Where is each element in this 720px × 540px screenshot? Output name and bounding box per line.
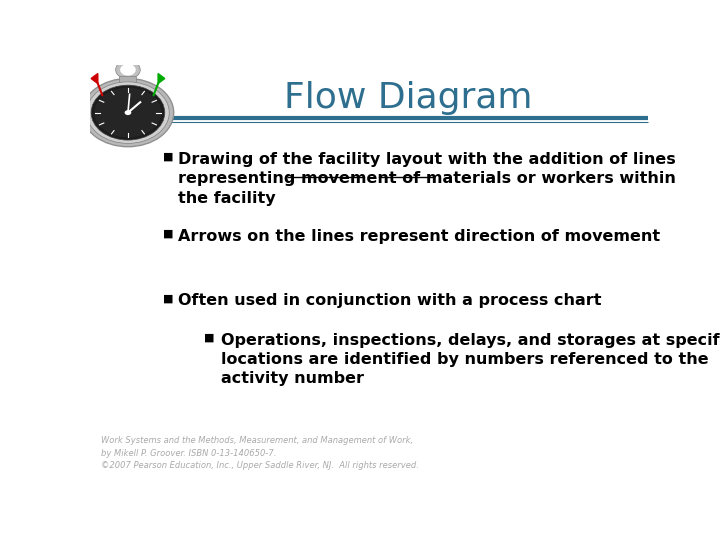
Circle shape (91, 85, 165, 140)
Text: Work Systems and the Methods, Measurement, and Management of Work,
by Mikell P. : Work Systems and the Methods, Measuremen… (101, 436, 419, 470)
Text: Operations, inspections, delays, and storages at specific
locations are identifi: Operations, inspections, delays, and sto… (221, 333, 720, 387)
Text: ■: ■ (163, 152, 173, 162)
Text: Flow Diagram: Flow Diagram (284, 81, 532, 115)
Polygon shape (91, 73, 98, 84)
Text: ■: ■ (163, 294, 173, 303)
Polygon shape (158, 73, 165, 84)
Text: ■: ■ (204, 333, 215, 343)
Circle shape (120, 64, 136, 76)
Circle shape (94, 87, 161, 138)
Circle shape (86, 82, 169, 144)
Text: Drawing of the facility layout with the addition of lines
representing movement : Drawing of the facility layout with the … (178, 152, 676, 206)
Circle shape (82, 78, 174, 147)
FancyBboxPatch shape (120, 77, 136, 85)
Text: Arrows on the lines represent direction of movement: Arrows on the lines represent direction … (178, 229, 660, 244)
Circle shape (116, 60, 140, 79)
Circle shape (125, 110, 131, 115)
Text: Often used in conjunction with a process chart: Often used in conjunction with a process… (178, 294, 602, 308)
Text: ■: ■ (163, 229, 173, 239)
